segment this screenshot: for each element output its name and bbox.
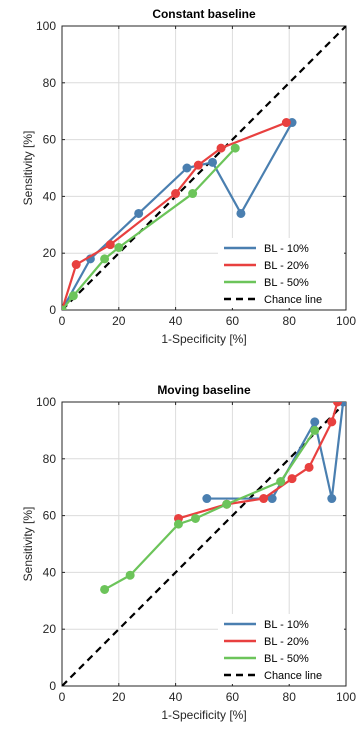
data-point-bl-10 bbox=[208, 157, 218, 167]
data-point-bl-10 bbox=[182, 163, 192, 173]
legend-label-bl-20: BL - 20% bbox=[264, 636, 309, 648]
x-tick-label: 20 bbox=[112, 314, 126, 328]
y-tick-label: 60 bbox=[43, 133, 57, 147]
x-tick-label: 60 bbox=[226, 314, 240, 328]
data-point-bl-50 bbox=[68, 291, 78, 301]
data-point-bl-10 bbox=[236, 208, 246, 218]
data-point-bl-20 bbox=[259, 494, 269, 504]
data-point-bl-10 bbox=[327, 494, 337, 504]
y-tick-label: 80 bbox=[43, 452, 57, 466]
x-tick-label: 20 bbox=[112, 690, 126, 704]
data-point-bl-50 bbox=[125, 570, 135, 580]
data-point-bl-20 bbox=[327, 417, 337, 427]
data-point-bl-20 bbox=[287, 474, 297, 484]
x-tick-label: 100 bbox=[336, 690, 356, 704]
data-point-bl-20 bbox=[304, 462, 314, 472]
legend-label-bl-20: BL - 20% bbox=[264, 260, 309, 272]
y-tick-label: 80 bbox=[43, 76, 57, 90]
data-point-bl-50 bbox=[310, 425, 320, 435]
chart-svg: 0 20 40 60 80 100 0 20 40 60 80 100 Moving baseline 1… bbox=[21, 383, 356, 722]
y-tick-label: 100 bbox=[36, 19, 56, 33]
y-axis-label: Sensitivity [%] bbox=[21, 131, 35, 206]
data-point-bl-20 bbox=[281, 118, 291, 128]
x-tick-label: 100 bbox=[336, 314, 356, 328]
series-group bbox=[62, 402, 346, 686]
legend-box bbox=[218, 238, 344, 308]
legend: BL - 10% BL - 20% BL - 50% Chance line bbox=[218, 238, 344, 308]
series-group bbox=[62, 26, 346, 310]
x-tick-label: 40 bbox=[169, 690, 183, 704]
legend-label-bl-10: BL - 10% bbox=[264, 619, 309, 631]
y-tick-label: 40 bbox=[43, 565, 57, 579]
data-point-bl-10 bbox=[267, 494, 277, 504]
data-point-bl-50 bbox=[114, 243, 124, 253]
x-axis-label: 1-Specificity [%] bbox=[161, 332, 246, 346]
x-tick-label: 40 bbox=[169, 314, 183, 328]
data-point-bl-10 bbox=[310, 417, 320, 427]
x-tick-label: 0 bbox=[59, 314, 66, 328]
axes-box bbox=[61, 401, 347, 687]
legend-label-bl-10: BL - 10% bbox=[264, 243, 309, 255]
chart-moving-baseline: 0 20 40 60 80 100 0 20 40 60 80 100 Moving baseline 1… bbox=[0, 376, 361, 752]
data-point-bl-50 bbox=[276, 477, 286, 487]
data-point-bl-50 bbox=[173, 519, 183, 529]
data-point-bl-10 bbox=[134, 208, 144, 218]
legend-label-chance-line: Chance line bbox=[264, 670, 322, 682]
legend: BL - 10% BL - 20% BL - 50% Chance line bbox=[218, 614, 344, 684]
legend-box bbox=[218, 614, 344, 684]
y-tick-label: 40 bbox=[43, 189, 57, 203]
chart-svg: 0 20 40 60 80 100 0 20 40 60 80 100 Constant baselin… bbox=[21, 7, 356, 346]
chart-title: Moving baseline bbox=[157, 383, 251, 397]
x-tick-label: 60 bbox=[226, 690, 240, 704]
data-point-bl-20 bbox=[105, 240, 115, 250]
x-tick-label: 80 bbox=[283, 314, 297, 328]
data-point-bl-50 bbox=[62, 305, 67, 310]
data-point-bl-50 bbox=[100, 584, 110, 594]
data-point-bl-20 bbox=[216, 143, 226, 153]
y-tick-label: 60 bbox=[43, 509, 57, 523]
data-point-bl-10 bbox=[202, 494, 212, 504]
x-tick-label: 0 bbox=[59, 690, 66, 704]
x-tick-label: 80 bbox=[283, 690, 297, 704]
data-point-bl-20 bbox=[332, 402, 342, 407]
y-tick-label: 20 bbox=[43, 246, 57, 260]
data-point-bl-50 bbox=[222, 499, 232, 509]
axes-box bbox=[61, 25, 347, 311]
data-point-bl-20 bbox=[71, 260, 81, 270]
legend-label-chance-line: Chance line bbox=[264, 294, 322, 306]
series-line-chance-line bbox=[62, 402, 346, 686]
legend-label-bl-50: BL - 50% bbox=[264, 653, 309, 665]
y-tick-label: 0 bbox=[49, 303, 56, 317]
y-tick-label: 0 bbox=[49, 679, 56, 693]
data-point-bl-50 bbox=[230, 143, 240, 153]
legend-label-bl-50: BL - 50% bbox=[264, 277, 309, 289]
data-point-bl-20 bbox=[193, 160, 203, 170]
data-point-bl-50 bbox=[188, 189, 198, 199]
series-line-chance-line bbox=[62, 26, 346, 310]
chart-title: Constant baseline bbox=[152, 7, 256, 21]
data-point-bl-50 bbox=[190, 513, 200, 523]
data-point-bl-50 bbox=[100, 254, 110, 264]
chart-constant-baseline: 0 20 40 60 80 100 0 20 40 60 80 100 Constant baselin… bbox=[0, 0, 361, 376]
data-point-bl-20 bbox=[171, 189, 181, 199]
y-tick-label: 100 bbox=[36, 395, 56, 409]
x-axis-label: 1-Specificity [%] bbox=[161, 708, 246, 722]
y-axis-label: Sensitivity [%] bbox=[21, 507, 35, 582]
y-tick-label: 20 bbox=[43, 622, 57, 636]
